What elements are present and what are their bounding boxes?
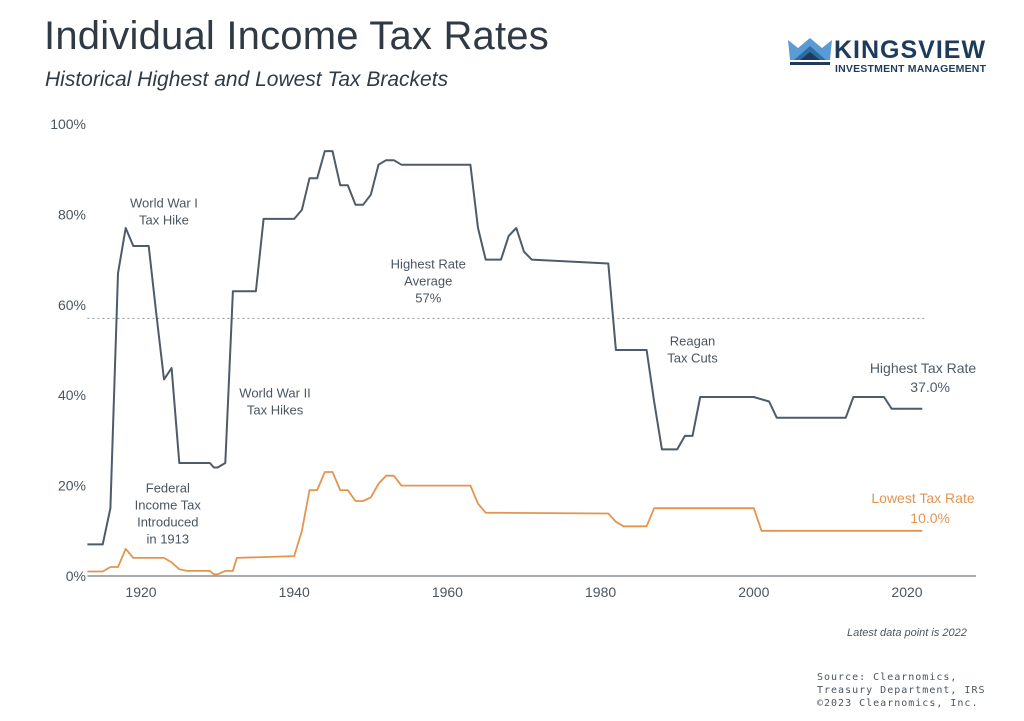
x-tick-label: 1940	[279, 584, 310, 600]
annotation-line: Federal	[146, 480, 190, 495]
latest-data-note: Latest data point is 2022	[847, 627, 967, 639]
annotation-line: in 1913	[146, 531, 189, 546]
chart-title: Individual Income Tax Rates	[44, 14, 549, 58]
annotation-line: Highest Rate	[391, 257, 466, 272]
annotation-line: Average	[404, 274, 452, 289]
y-tick-label: 0%	[66, 568, 86, 584]
logo-wordmark: KINGSVIEW	[834, 36, 987, 64]
series-end-labels: Highest Tax Rate 37.0% Lowest Tax Rate 10.0…	[870, 360, 977, 526]
x-tick-label: 1980	[585, 584, 616, 600]
source-line: ©2023 Clearnomics, Inc.	[817, 698, 979, 709]
source-line: Source: Clearnomics,	[817, 672, 958, 683]
source-credit: Source: Clearnomics, Treasury Department…	[817, 671, 986, 710]
lowest-rate-label: Lowest Tax Rate	[871, 490, 974, 506]
annotations-group: World War I Tax Hike World War II Tax Hikes…	[130, 196, 718, 547]
y-axis-ticks: 0% 20% 40% 60% 80% 100%	[50, 116, 86, 584]
annotation-line: Income Tax	[135, 497, 202, 512]
annotation-line: World War II	[239, 385, 311, 400]
annotation-highest-avg: Highest Rate Average 57%	[391, 257, 466, 306]
y-tick-label: 40%	[58, 387, 86, 403]
annotation-line: Tax Hikes	[247, 402, 304, 417]
y-tick-label: 80%	[58, 206, 86, 222]
source-line: Treasury Department, IRS	[817, 685, 986, 696]
annotation-reagan: Reagan Tax Cuts	[667, 333, 718, 365]
x-axis-ticks: 1920 1940 1960 1980 2000 2020	[125, 584, 922, 600]
annotation-line: 57%	[415, 291, 441, 306]
annotation-line: World War I	[130, 196, 198, 211]
kingsview-logo: KINGSVIEW INVESTMENT MANAGEMENT	[788, 36, 988, 82]
x-tick-label: 2020	[891, 584, 922, 600]
y-tick-label: 60%	[58, 297, 86, 313]
annotation-world-war-2: World War II Tax Hikes	[239, 385, 311, 417]
annotation-line: Tax Cuts	[667, 350, 718, 365]
series-group	[87, 150, 923, 576]
y-tick-label: 100%	[50, 116, 86, 132]
lowest-rate-line	[87, 471, 923, 576]
annotation-world-war-1: World War I Tax Hike	[130, 196, 198, 228]
logo-tagline: INVESTMENT MANAGEMENT	[835, 63, 987, 75]
annotation-line: Introduced	[137, 514, 198, 529]
x-tick-label: 1920	[125, 584, 156, 600]
crown-icon	[788, 38, 832, 65]
highest-rate-value: 37.0%	[910, 379, 950, 395]
x-tick-label: 1960	[432, 584, 463, 600]
lowest-rate-value: 10.0%	[910, 510, 950, 526]
highest-rate-line	[87, 150, 923, 546]
highest-rate-label: Highest Tax Rate	[870, 360, 977, 376]
annotation-line: Reagan	[670, 333, 716, 348]
chart-subtitle: Historical Highest and Lowest Tax Bracke…	[45, 68, 449, 91]
annotation-federal-income-tax: Federal Income Tax Introduced in 1913	[135, 480, 202, 546]
y-tick-label: 20%	[58, 478, 86, 494]
annotation-line: Tax Hike	[139, 213, 189, 228]
x-tick-label: 2000	[738, 584, 769, 600]
